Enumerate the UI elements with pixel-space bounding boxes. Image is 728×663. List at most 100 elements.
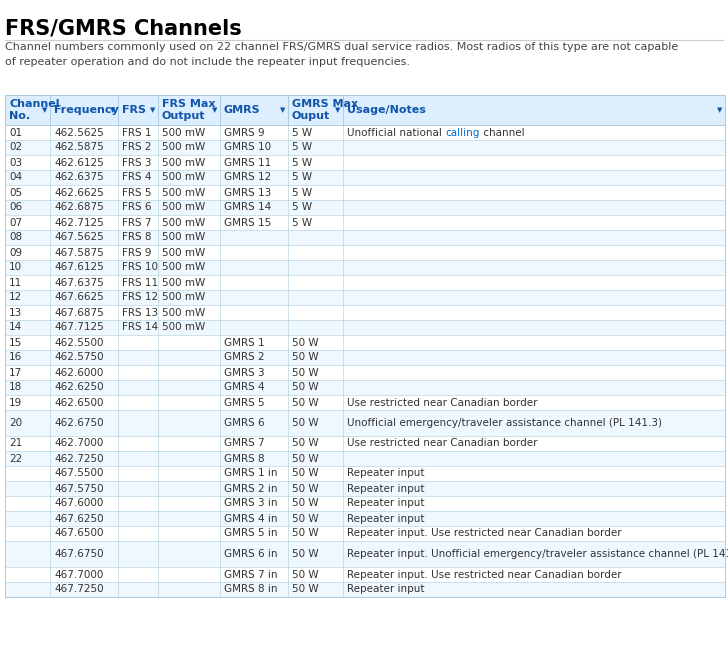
Bar	[5, 230, 725, 245]
Text: ▼: ▼	[110, 107, 115, 113]
Text: 500 mW: 500 mW	[162, 143, 205, 152]
Bar	[5, 335, 725, 350]
Text: Repeater input: Repeater input	[347, 469, 424, 479]
Text: 50 W: 50 W	[292, 337, 319, 347]
Text: Channel numbers commonly used on 22 channel FRS/GMRS dual service radios. Most r: Channel numbers commonly used on 22 chan…	[5, 42, 678, 67]
Text: 5 W: 5 W	[292, 188, 312, 198]
Text: 50 W: 50 W	[292, 353, 319, 363]
Text: 462.6500: 462.6500	[54, 398, 103, 408]
Text: 500 mW: 500 mW	[162, 263, 205, 272]
Text: GMRS 15: GMRS 15	[224, 217, 272, 227]
Text: FRS 5: FRS 5	[122, 188, 151, 198]
Text: GMRS 1 in: GMRS 1 in	[224, 469, 277, 479]
Bar	[5, 436, 725, 451]
Text: 500 mW: 500 mW	[162, 158, 205, 168]
Text: 467.5500: 467.5500	[54, 469, 103, 479]
Text: GMRS: GMRS	[224, 105, 261, 115]
Text: 462.6000: 462.6000	[54, 367, 103, 377]
Text: 500 mW: 500 mW	[162, 247, 205, 257]
Text: ▼: ▼	[280, 107, 285, 113]
Text: Unofficial national: Unofficial national	[347, 127, 445, 137]
Bar	[5, 245, 725, 260]
Text: FRS 4: FRS 4	[122, 172, 151, 182]
Text: 16: 16	[9, 353, 23, 363]
Text: 462.7000: 462.7000	[54, 438, 103, 448]
Text: 5 W: 5 W	[292, 158, 312, 168]
Text: 19: 19	[9, 398, 23, 408]
Text: GMRS 6 in: GMRS 6 in	[224, 549, 277, 559]
Text: FRS 9: FRS 9	[122, 247, 151, 257]
Text: 500 mW: 500 mW	[162, 202, 205, 213]
Text: 10: 10	[9, 263, 22, 272]
Text: 500 mW: 500 mW	[162, 188, 205, 198]
Text: 500 mW: 500 mW	[162, 278, 205, 288]
Text: 462.6250: 462.6250	[54, 383, 103, 392]
Text: Repeater input: Repeater input	[347, 585, 424, 595]
Text: 18: 18	[9, 383, 23, 392]
Text: Repeater input: Repeater input	[347, 483, 424, 493]
Text: 462.5500: 462.5500	[54, 337, 103, 347]
Text: 500 mW: 500 mW	[162, 127, 205, 137]
Text: FRS 3: FRS 3	[122, 158, 151, 168]
Text: 12: 12	[9, 292, 23, 302]
Text: 467.5875: 467.5875	[54, 247, 104, 257]
Text: GMRS 12: GMRS 12	[224, 172, 272, 182]
Bar	[5, 410, 725, 436]
Bar	[5, 125, 725, 140]
Text: 462.7250: 462.7250	[54, 453, 103, 463]
Text: 500 mW: 500 mW	[162, 308, 205, 318]
Bar	[5, 305, 725, 320]
Text: Use restricted near Canadian border: Use restricted near Canadian border	[347, 438, 537, 448]
Text: FRS 8: FRS 8	[122, 233, 151, 243]
Text: 50 W: 50 W	[292, 483, 319, 493]
Text: 500 mW: 500 mW	[162, 233, 205, 243]
Text: 50 W: 50 W	[292, 418, 319, 428]
Text: FRS 7: FRS 7	[122, 217, 151, 227]
Text: 467.7000: 467.7000	[54, 570, 103, 579]
Text: Repeater input: Repeater input	[347, 514, 424, 524]
Text: GMRS 3: GMRS 3	[224, 367, 264, 377]
Text: 01: 01	[9, 127, 22, 137]
Text: 462.6750: 462.6750	[54, 418, 103, 428]
Text: 5 W: 5 W	[292, 172, 312, 182]
Bar	[5, 290, 725, 305]
Text: FRS 10: FRS 10	[122, 263, 158, 272]
Bar	[5, 541, 725, 567]
Text: 462.6875: 462.6875	[54, 202, 104, 213]
Text: 50 W: 50 W	[292, 438, 319, 448]
Bar	[5, 496, 725, 511]
Text: 14: 14	[9, 322, 23, 333]
Text: ▼: ▼	[150, 107, 155, 113]
Bar	[5, 200, 725, 215]
Text: FRS 13: FRS 13	[122, 308, 158, 318]
Bar	[5, 215, 725, 230]
Text: FRS 6: FRS 6	[122, 202, 151, 213]
Text: 467.7250: 467.7250	[54, 585, 103, 595]
Text: calling: calling	[445, 127, 480, 137]
Text: 17: 17	[9, 367, 23, 377]
Bar	[5, 155, 725, 170]
Text: ▼: ▼	[212, 107, 218, 113]
Text: Repeater input. Use restricted near Canadian border: Repeater input. Use restricted near Cana…	[347, 528, 622, 538]
Text: 500 mW: 500 mW	[162, 322, 205, 333]
Text: 50 W: 50 W	[292, 469, 319, 479]
Text: GMRS 9: GMRS 9	[224, 127, 264, 137]
Text: FRS 1: FRS 1	[122, 127, 151, 137]
Text: 5 W: 5 W	[292, 202, 312, 213]
Text: 15: 15	[9, 337, 23, 347]
Bar	[5, 511, 725, 526]
Bar	[5, 451, 725, 466]
Text: Usage/Notes: Usage/Notes	[347, 105, 426, 115]
Bar	[5, 260, 725, 275]
Bar	[5, 275, 725, 290]
Text: GMRS Max
Ouput: GMRS Max Ouput	[292, 99, 358, 121]
Text: FRS 2: FRS 2	[122, 143, 151, 152]
Text: GMRS 13: GMRS 13	[224, 188, 272, 198]
Text: 13: 13	[9, 308, 23, 318]
Text: 5 W: 5 W	[292, 143, 312, 152]
Text: 462.6625: 462.6625	[54, 188, 104, 198]
Text: Unofficial emergency/traveler assistance channel (PL 141.3): Unofficial emergency/traveler assistance…	[347, 418, 662, 428]
Text: 467.7125: 467.7125	[54, 322, 104, 333]
Text: 467.6625: 467.6625	[54, 292, 104, 302]
Text: Channel
No.: Channel No.	[9, 99, 60, 121]
